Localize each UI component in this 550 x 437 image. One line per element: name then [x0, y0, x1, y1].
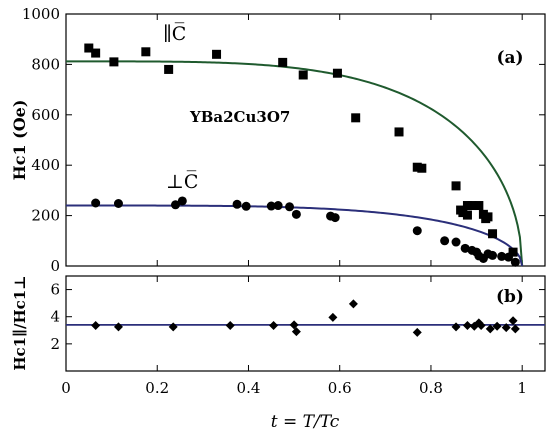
point-perpendicular-15: [460, 243, 470, 253]
ratio-point-6: [291, 327, 301, 337]
series-label-parallel: ∥C̅: [163, 23, 186, 45]
ratio-point-1: [113, 322, 123, 332]
ratio-point-16: [492, 321, 502, 331]
panel-a-fit-curves: [66, 60, 524, 267]
point-perpendicular-11: [330, 213, 340, 223]
ratio-point-10: [451, 322, 461, 332]
panel-b-ylabel: Hc1∥/Hc1⊥: [11, 275, 29, 370]
ratio-point-5: [289, 320, 299, 330]
point-parallel-3: [141, 47, 151, 57]
panel-a-frame: [65, 13, 546, 267]
ratio-point-11: [462, 321, 472, 331]
point-parallel-8: [332, 68, 342, 78]
point-parallel-19: [474, 201, 484, 211]
point-parallel-1: [91, 48, 101, 58]
panel-b-frame: [65, 275, 546, 372]
point-parallel-2: [109, 57, 119, 67]
x-axis-label: t = T/Tc: [271, 412, 340, 432]
fit-curve-parallel: [66, 60, 524, 267]
point-parallel-9: [351, 113, 361, 123]
point-perpendicular-5: [241, 201, 251, 211]
point-perpendicular-13: [440, 236, 450, 246]
panel-b-xtick-label-0: 0: [61, 379, 71, 397]
panel-b-xtick-label-4: 0.8: [419, 379, 443, 397]
point-parallel-5: [212, 49, 222, 59]
panel-a-ytick-label-1: 200: [31, 207, 60, 225]
point-perpendicular-23: [504, 252, 514, 262]
panel-b-xtick-label-5: 1: [517, 379, 527, 397]
point-parallel-16: [462, 210, 472, 220]
panel-a-ylabel: Hc1 (Oe): [10, 100, 29, 181]
point-parallel-23: [488, 229, 498, 239]
point-parallel-10: [394, 127, 404, 137]
point-perpendicular-1: [113, 199, 123, 209]
point-parallel-22: [483, 212, 493, 222]
ratio-point-2: [168, 322, 178, 332]
point-perpendicular-21: [488, 250, 498, 260]
ratio-point-0: [91, 321, 101, 331]
point-parallel-13: [451, 181, 461, 191]
point-perpendicular-14: [451, 237, 461, 247]
panel-a-ytick-label-3: 600: [31, 106, 60, 124]
point-perpendicular-0: [91, 198, 101, 208]
ratio-point-17: [501, 323, 511, 333]
panel-a-ytick-label-0: 0: [50, 257, 60, 275]
panel-b-marks: [91, 299, 520, 337]
point-perpendicular-7: [273, 201, 283, 211]
panel-a-ytick-label-4: 800: [31, 55, 60, 73]
material-label: YBa2Cu3O7: [189, 108, 290, 126]
panel-b-xtick-label-1: 0.2: [145, 379, 169, 397]
point-perpendicular-6: [266, 201, 276, 211]
point-perpendicular-8: [285, 202, 295, 212]
point-perpendicular-3: [177, 196, 187, 206]
panel-a-label: (a): [496, 48, 523, 68]
panel-b-label: (b): [496, 287, 524, 307]
point-parallel-6: [278, 57, 288, 67]
ratio-point-14: [476, 321, 486, 331]
point-parallel-11: [412, 162, 422, 172]
ratio-point-9: [412, 327, 422, 337]
point-perpendicular-2: [170, 200, 180, 210]
series-label-perpendicular: ⊥C̅: [166, 171, 198, 193]
point-perpendicular-4: [232, 199, 242, 209]
ratio-point-8: [348, 299, 358, 309]
point-perpendicular-9: [291, 209, 301, 219]
point-perpendicular-24: [510, 257, 520, 267]
ratio-point-15: [485, 324, 495, 334]
ratio-point-4: [269, 321, 279, 331]
panel-b-ytick-label-1: 4: [50, 308, 60, 326]
panel-b-ticks: 0 0.2 0.4 0.6 0.8 1 2 4 6: [50, 276, 545, 397]
point-parallel-17: [462, 201, 472, 211]
panel-b-xtick-label-3: 0.6: [328, 379, 352, 397]
panel-a-ytick-label-5: 1000: [22, 5, 60, 23]
panel-b-xtick-label-2: 0.4: [237, 379, 261, 397]
panel-b-ytick-label-0: 2: [50, 335, 60, 353]
panel-a-ticks: 0 200 400 600 800 1000: [22, 5, 545, 275]
point-parallel-4: [164, 64, 174, 74]
ratio-point-7: [328, 312, 338, 322]
point-parallel-15: [458, 208, 468, 218]
point-parallel-12: [417, 163, 427, 173]
fit-curve-perpendicular: [66, 204, 524, 267]
panel-a-marks: [84, 43, 520, 267]
ratio-point-18: [508, 316, 518, 326]
ratio-point-3: [225, 321, 235, 331]
point-perpendicular-12: [412, 226, 422, 236]
point-parallel-7: [298, 70, 308, 80]
panel-a-ytick-label-2: 400: [31, 156, 60, 174]
point-parallel-0: [84, 43, 94, 53]
point-parallel-24: [508, 247, 518, 257]
point-parallel-18: [467, 201, 477, 211]
ratio-point-19: [510, 324, 520, 334]
panel-b-ytick-label-2: 6: [50, 281, 60, 299]
point-perpendicular-22: [497, 251, 507, 261]
